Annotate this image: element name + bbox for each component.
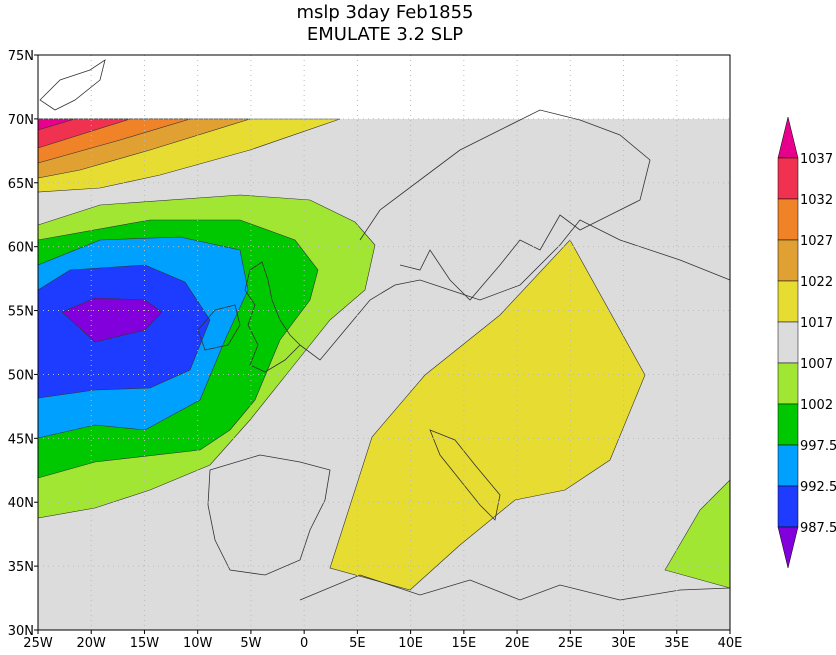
colorbar-box (777, 157, 799, 200)
x-tick-label: 0 (300, 636, 308, 651)
title: mslp 3day Feb1855 (296, 2, 473, 23)
y-tick-label: 35N (8, 560, 34, 575)
colorbar-label: 1007 (800, 357, 833, 372)
subtitle: EMULATE 3.2 SLP (307, 24, 463, 45)
x-tick-label: 40E (718, 636, 743, 651)
colorbar-box (777, 403, 799, 446)
colorbar-label: 1022 (800, 275, 833, 290)
x-tick-label: 20W (77, 636, 107, 651)
colorbar-label: 1032 (800, 193, 833, 208)
colorbar-arrow (777, 116, 799, 159)
grid (34, 54, 731, 634)
colorbar-arrow (777, 526, 799, 569)
colorbar-label: 992.5 (800, 480, 836, 495)
x-tick-label: 25W (23, 636, 53, 651)
colorbar-label: 1017 (800, 316, 833, 331)
y-tick-label: 30N (8, 624, 34, 639)
colorbar-label: 997.5 (800, 439, 836, 454)
x-tick-label: 20E (505, 636, 530, 651)
x-tick-label: 10W (183, 636, 213, 651)
y-tick-label: 50N (8, 368, 34, 383)
colorbar-label: 1027 (800, 234, 833, 249)
x-tick-label: 15W (130, 636, 160, 651)
y-tick-label: 60N (8, 241, 34, 256)
y-tick-label: 55N (8, 305, 34, 320)
x-tick-label: 5W (240, 636, 261, 651)
colorbar-label: 1002 (800, 398, 833, 413)
colorbar-label: 1037 (800, 152, 833, 167)
coastline (244, 261, 301, 373)
colorbar-box (777, 362, 799, 405)
coastline (359, 109, 651, 301)
y-tick-label: 40N (8, 496, 34, 511)
y-tick-label: 45N (8, 432, 34, 447)
colorbar: 1037 1032 1027 1022 1017 1007 1002 997.5 992.5 98… (777, 116, 836, 569)
field (37, 118, 731, 630)
y-tick-label: 70N (8, 113, 34, 128)
coastline (39, 59, 106, 111)
x-tick-label: 15E (451, 636, 476, 651)
colorbar-box (777, 280, 799, 323)
coastline (207, 454, 331, 576)
colorbar-box (777, 198, 799, 241)
contour (61, 297, 163, 343)
colorbar-label: 987.5 (800, 521, 836, 536)
y-tick-label: 65N (8, 177, 34, 192)
coastline (299, 574, 731, 601)
x-tick-label: 5E (349, 636, 366, 651)
plot-frame (37, 54, 731, 631)
colorbar-box (777, 485, 799, 528)
y-tick-label: 75N (8, 49, 34, 64)
x-tick-label: 30E (611, 636, 636, 651)
x-tick-label: 25E (558, 636, 583, 651)
x-tick-label: 35E (664, 636, 689, 651)
colorbar-box (777, 321, 799, 364)
x-tick-label: 10E (398, 636, 423, 651)
colorbar-box (777, 239, 799, 282)
coastline (429, 429, 501, 521)
colorbar-box (777, 444, 799, 487)
